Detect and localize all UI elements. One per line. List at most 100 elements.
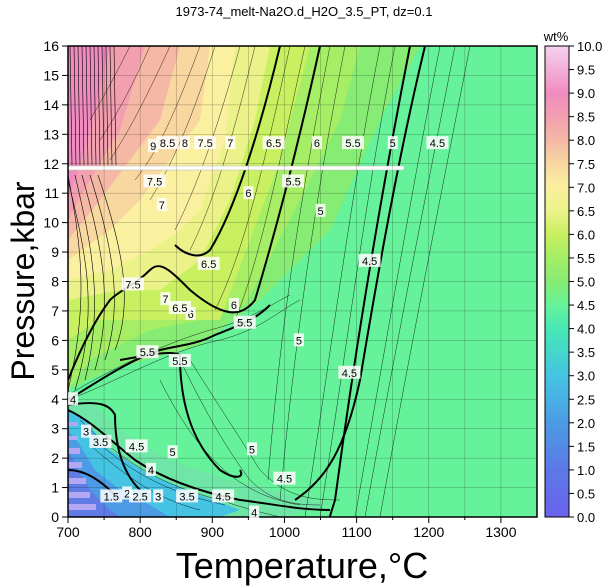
contour-label: 3 xyxy=(153,489,164,503)
contour-label-text: 9 xyxy=(150,141,156,153)
y-tick-label: 15 xyxy=(43,67,59,83)
band-1 xyxy=(68,450,120,517)
contour-label-text: 7.5 xyxy=(125,279,140,291)
gap-line xyxy=(68,165,405,171)
y-tick-label: 10 xyxy=(43,215,59,231)
contour-label-text: 6.5 xyxy=(201,259,216,271)
contour-label: 4 xyxy=(145,462,156,477)
colorbar-tick-label: 9.5 xyxy=(577,63,595,78)
colorbar-tick-label: 4.5 xyxy=(577,298,595,313)
x-tick-label: 1200 xyxy=(413,524,444,540)
contour-label-text: 3 xyxy=(83,427,89,439)
contour-label-text: 5 xyxy=(390,138,396,150)
contour-label-text: 7 xyxy=(162,294,168,306)
x-tick-label: 900 xyxy=(201,524,225,540)
contour-label: 4.5 xyxy=(358,253,381,268)
y-tick-label: 7 xyxy=(51,303,59,319)
contour-label-text: 5.5 xyxy=(172,356,187,368)
y-tick-label: 1 xyxy=(51,480,59,496)
contour-label-text: 3 xyxy=(155,491,161,503)
contour-label-text: 4.5 xyxy=(129,441,144,453)
colorbar-tick-label: 7.5 xyxy=(577,157,595,172)
y-tick-label: 11 xyxy=(44,185,59,201)
contour-label: 4.5 xyxy=(426,136,449,150)
contour-label: 4 xyxy=(68,392,79,406)
contour-label: 8.5 xyxy=(156,136,179,150)
contour-label-text: 3.5 xyxy=(179,491,194,503)
y-tick-label: 6 xyxy=(51,332,59,348)
colorbar-tick-label: 2.0 xyxy=(577,416,595,431)
contour-label-text: 7 xyxy=(227,138,233,150)
x-axis-label: Temperature,°C xyxy=(176,545,429,586)
contour-label: 7.5 xyxy=(194,136,217,150)
x-tick-label: 1100 xyxy=(342,524,372,540)
contour-label: 4.5 xyxy=(273,471,296,486)
colorbar-tick-label: 1.5 xyxy=(577,439,595,454)
colorbar-tick-label: 8.0 xyxy=(577,133,595,148)
x-tick-label: 700 xyxy=(56,524,80,540)
contour-label: 6 xyxy=(243,186,254,200)
contour-label: 5.5 xyxy=(136,345,159,359)
contour-label: 2 xyxy=(122,486,133,500)
contour-label-text: 5 xyxy=(170,447,176,459)
y-tick-label: 13 xyxy=(43,126,59,142)
contour-label-text: 7.5 xyxy=(197,138,212,150)
contour-label-text: 5.5 xyxy=(345,138,360,150)
colorbar-tick-label: 5.5 xyxy=(577,251,595,266)
contour-label: 5 xyxy=(293,333,304,347)
contour-label-text: 6.5 xyxy=(172,303,187,315)
contour-label: 5.5 xyxy=(233,315,256,330)
x-tick-label: 1000 xyxy=(269,524,300,540)
contour-label-text: 2.5 xyxy=(133,491,148,503)
contour-label: 7 xyxy=(156,197,167,212)
contour-label: 6.5 xyxy=(168,300,191,315)
contour-label: 1.5 xyxy=(100,489,123,503)
contour-label: 5.5 xyxy=(168,353,191,368)
x-tick-label: 1300 xyxy=(485,524,516,540)
low-stripes xyxy=(68,422,96,510)
colorbar-tick-label: 10.0 xyxy=(577,39,602,54)
contour-label: 5 xyxy=(387,136,398,150)
x-tick-label: 800 xyxy=(128,524,152,540)
contour-label-text: 4.5 xyxy=(342,368,357,380)
colorbar-tick-label: 0.5 xyxy=(577,486,595,501)
chart-title: 1973-74_melt-Na2O.d_H2O_3.5_PT, dz=0.1 xyxy=(175,4,433,19)
contour-label-text: 5 xyxy=(296,335,302,347)
contour-label: 3.5 xyxy=(176,489,199,503)
contour-label-text: 4.5 xyxy=(215,491,230,503)
y-tick-label: 14 xyxy=(43,97,59,113)
contour-label-text: 4.5 xyxy=(430,138,445,150)
contour-label: 6 xyxy=(311,136,322,150)
colorbar-tick-label: 6.0 xyxy=(577,227,595,242)
contour-label-text: 5.5 xyxy=(285,176,300,188)
contour-label-text: 8 xyxy=(182,138,188,150)
contour-fill-layer xyxy=(68,46,537,517)
colorbar-tick-label: 0.0 xyxy=(577,510,595,525)
grid xyxy=(68,46,537,517)
contour-label-text: 4 xyxy=(70,394,76,406)
contour-label-text: 6 xyxy=(314,138,320,150)
colorbar-tick-label: 7.0 xyxy=(577,180,595,195)
y-tick-label: 16 xyxy=(43,38,59,54)
colorbar-tick-label: 8.5 xyxy=(577,110,595,125)
contour-label-text: 5.5 xyxy=(237,318,252,330)
contour-label: 5 xyxy=(246,442,257,456)
contour-label: 3.5 xyxy=(89,434,112,449)
contour-label-text: 6 xyxy=(188,309,194,321)
contour-label: 2.5 xyxy=(129,489,152,503)
contour-label: 6.5 xyxy=(197,256,220,271)
contour-label: 7 xyxy=(160,292,171,306)
contour-label: 4.5 xyxy=(125,439,148,453)
contour-label-text: 4.5 xyxy=(362,256,377,268)
colorbar-label: wt% xyxy=(543,29,569,44)
contour-label-text: 7 xyxy=(159,200,165,212)
x-axis: 700 800 900 1000 1100 1200 1300 xyxy=(56,517,517,540)
dense-contours xyxy=(68,46,125,391)
contour-label-text: 7.5 xyxy=(147,176,162,188)
contour-label-text: 5.5 xyxy=(140,347,155,359)
contour-labels: 4 3 3.5 4.5 4 1.5 2 2.5 3 3.5 4.5 4 5 5 4.5 4.5 5 5.5 5.5 5… xyxy=(68,136,449,520)
colorbar-tick-label: 1.0 xyxy=(577,463,595,478)
contour-label-text: 4 xyxy=(148,465,154,477)
colorbar-tick-label: 3.0 xyxy=(577,369,595,384)
